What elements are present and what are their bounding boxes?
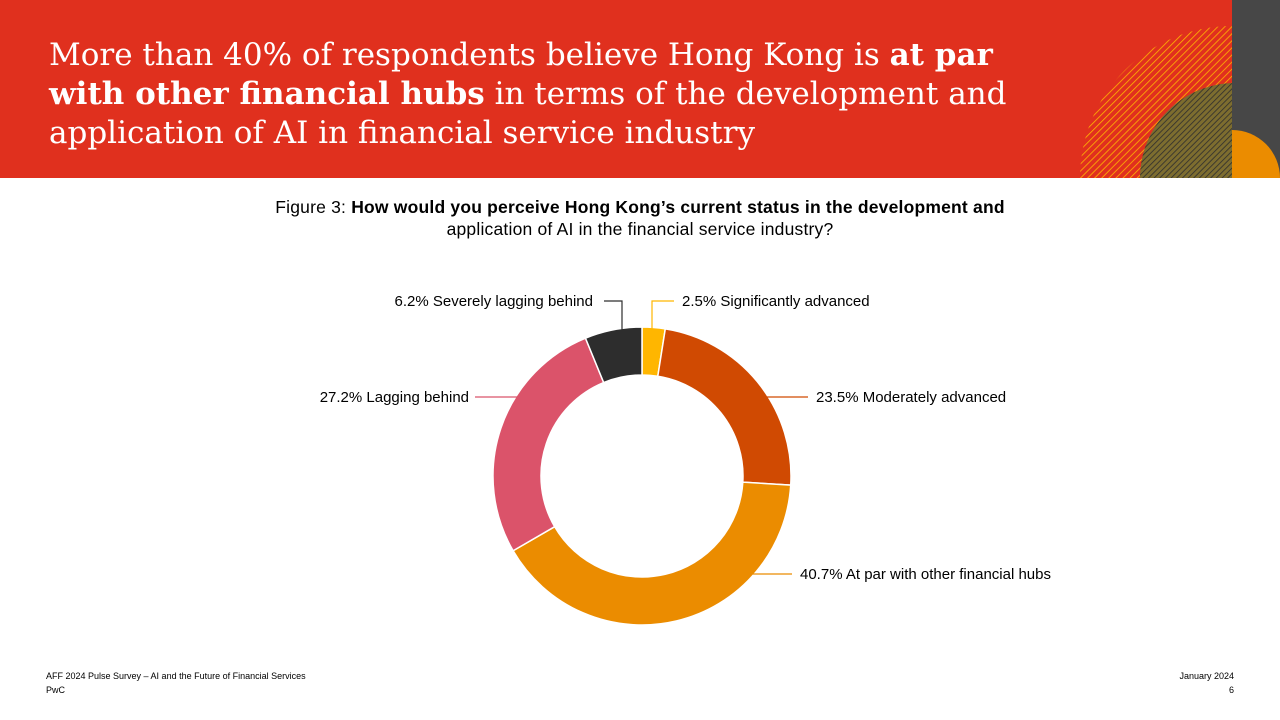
data-label-significantly-advanced: 2.5% Significantly advanced	[682, 293, 870, 310]
donut-slice-moderately-advanced	[656, 327, 792, 486]
figure-prefix: Figure 3:	[275, 197, 352, 217]
donut-slice-severely-lagging-behind	[584, 326, 643, 384]
data-label-severely-lagging-behind: 6.2% Severely lagging behind	[395, 293, 593, 310]
page-number: 6	[1228, 685, 1234, 695]
title-text-1: More than 40% of respondents believe Hon…	[49, 37, 890, 73]
header-banner: More than 40% of respondents believe Hon…	[0, 0, 1280, 178]
figure-question-bold: How would you perceive Hong Kong’s curre…	[351, 197, 1005, 217]
data-label-at-par-with-other-financial-hubs: 40.7% At par with other financial hubs	[800, 566, 1051, 583]
footer-survey: AFF 2024 Pulse Survey – AI and the Futur…	[46, 671, 306, 681]
title-emphasis: at par with other financial hubs	[49, 37, 993, 112]
footer-right: January 2024 6	[1179, 669, 1234, 697]
leader-line-severely-lagging-behind	[604, 300, 623, 330]
data-label-lagging-behind: 27.2% Lagging behind	[320, 389, 469, 406]
donut-slice-lagging-behind	[492, 337, 605, 552]
footer-date: January 2024	[1179, 671, 1234, 681]
page-title: More than 40% of respondents believe Hon…	[49, 36, 1059, 153]
leader-line-significantly-advanced	[651, 300, 674, 330]
footer-company: PwC	[46, 685, 66, 695]
data-label-moderately-advanced: 23.5% Moderately advanced	[816, 389, 1006, 406]
figure-title: Figure 3: How would you perceive Hong Ko…	[240, 196, 1040, 240]
footer-left: AFF 2024 Pulse Survey – AI and the Futur…	[46, 669, 306, 697]
figure-question-rest: application of AI in the financial servi…	[446, 219, 834, 239]
decorative-graphic	[1080, 0, 1280, 178]
donut-slice-at-par-with-other-financial-hubs	[512, 481, 792, 626]
title-text-2: in terms of the development and applicat…	[49, 76, 1007, 151]
